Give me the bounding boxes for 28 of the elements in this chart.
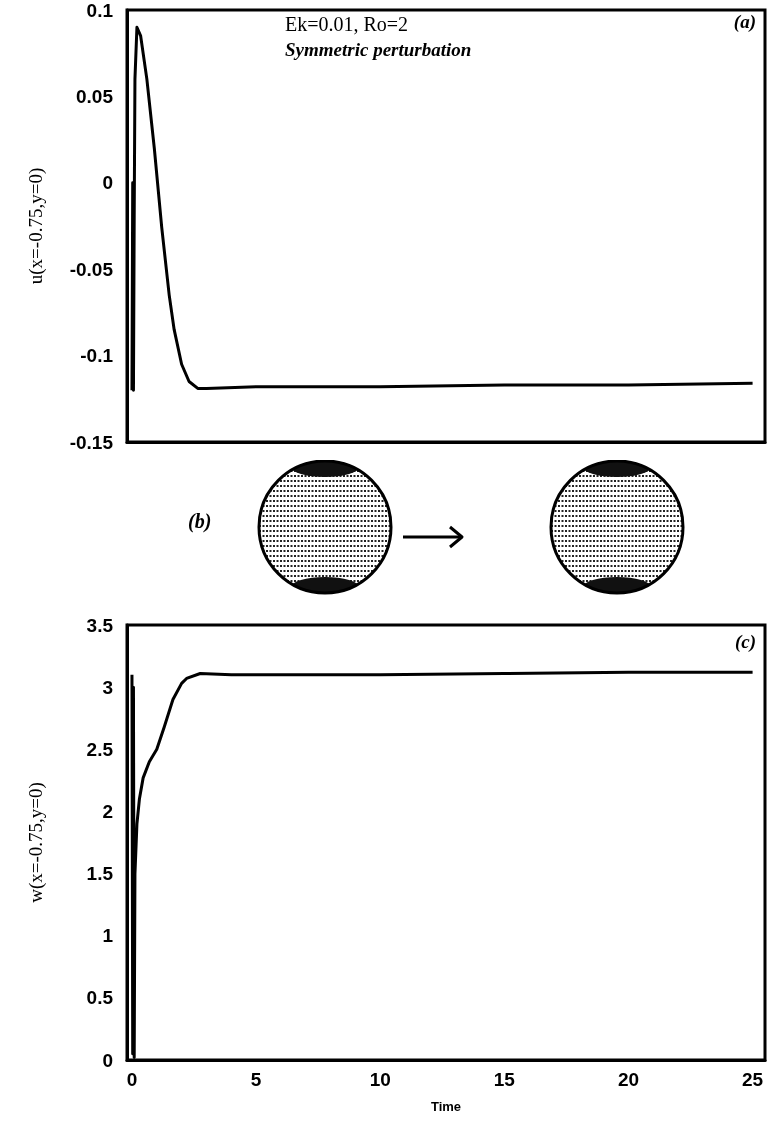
annotation: Ek=0.01, Ro=2 — [285, 13, 409, 35]
annotation: Symmetric perturbation — [285, 39, 472, 60]
y-tick-label: 1.5 — [86, 863, 114, 885]
y-tick-label: 2 — [102, 800, 113, 822]
y-axis-title: u(x=-0.75,y=0) — [25, 167, 47, 285]
x-tick-label: 15 — [493, 1069, 516, 1090]
x-tick-label: 0 — [126, 1069, 138, 1090]
y-tick-label: -0.05 — [69, 258, 114, 280]
text: (b) — [188, 510, 212, 533]
y-tick-label: 1 — [102, 925, 114, 947]
x-tick-label: 20 — [617, 1069, 640, 1090]
y-tick-label: 0.05 — [76, 85, 114, 107]
annotation: (c) — [734, 631, 757, 653]
x-tick-label: 25 — [742, 1069, 764, 1090]
y-tick-label: -0.15 — [69, 431, 114, 453]
x-axis-title: Time — [430, 1099, 462, 1114]
y-tick-label: 0 — [102, 172, 113, 194]
y-axis-title: w(x=-0.75,y=0) — [25, 782, 47, 903]
y-tick-label: -0.1 — [80, 345, 114, 367]
x-tick-label: 5 — [250, 1069, 262, 1090]
y-tick-label: 0.1 — [86, 0, 114, 21]
x-tick-label: 10 — [369, 1069, 391, 1090]
y-tick-label: 0.5 — [86, 987, 114, 1009]
y-tick-label: 2.5 — [86, 738, 114, 760]
y-tick-label: 0 — [102, 1049, 113, 1071]
annotation: (a) — [733, 11, 756, 33]
y-tick-label: 3.5 — [86, 614, 114, 636]
y-tick-label: 3 — [102, 676, 113, 698]
